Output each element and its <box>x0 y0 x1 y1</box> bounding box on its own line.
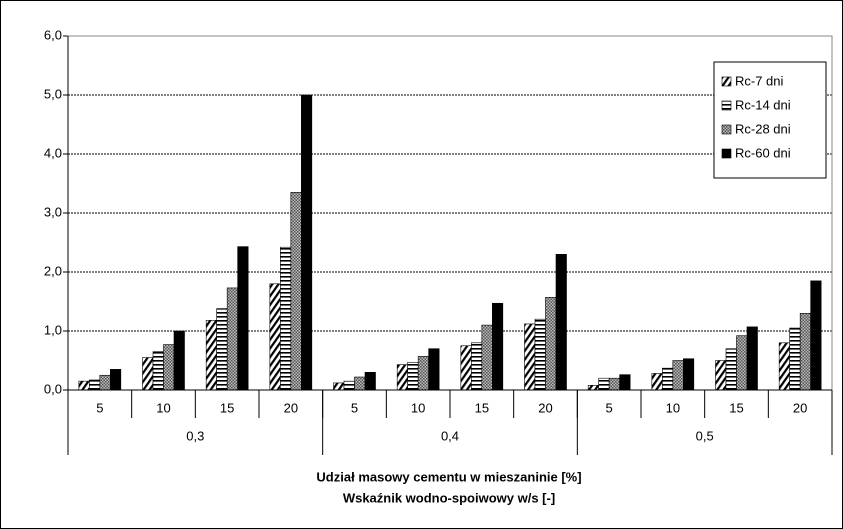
bar <box>789 327 801 391</box>
legend-swatch <box>721 124 732 135</box>
bar <box>492 302 504 391</box>
bar <box>481 324 493 391</box>
bar <box>152 351 164 391</box>
x-tick-label: 5 <box>606 400 613 415</box>
y-tick-label: 0,0 <box>44 381 62 396</box>
group-label: 0,5 <box>696 428 714 443</box>
bar <box>555 254 567 391</box>
bar <box>173 330 185 391</box>
y-tick-label: 6,0 <box>44 27 62 42</box>
x-tick-label: 10 <box>411 400 425 415</box>
bar <box>89 379 101 391</box>
bar <box>237 246 249 391</box>
bar <box>619 374 631 391</box>
bar <box>534 318 546 391</box>
bar <box>280 246 292 391</box>
legend-swatch <box>721 100 732 111</box>
bar <box>407 361 419 391</box>
x-tick-label: 15 <box>220 400 234 415</box>
x-tick-label: 10 <box>666 400 680 415</box>
x-axis-label: Wskaźnik wodno-spoiwowy w/s [-] <box>343 490 555 505</box>
legend-box <box>713 61 827 179</box>
bar <box>662 367 674 391</box>
bar <box>226 287 238 391</box>
y-tick-label: 4,0 <box>44 145 62 160</box>
y-tick-label: 5,0 <box>44 86 62 101</box>
bar <box>78 380 90 391</box>
x-tick-label: 5 <box>351 400 358 415</box>
legend-label: Rc-7 dni <box>735 73 784 88</box>
bar <box>778 342 790 391</box>
bar <box>269 283 281 391</box>
bar <box>343 380 355 391</box>
bar <box>290 192 302 391</box>
legend-label: Rc-14 dni <box>735 97 791 112</box>
bar <box>333 382 345 391</box>
bar <box>545 297 557 391</box>
bar <box>799 312 811 391</box>
bar <box>608 377 620 391</box>
bar <box>524 323 536 391</box>
bar <box>471 342 483 391</box>
bar <box>417 356 429 391</box>
y-tick-label: 2,0 <box>44 263 62 278</box>
x-tick-label: 20 <box>793 400 807 415</box>
y-tick-label: 3,0 <box>44 204 62 219</box>
bar <box>683 358 695 391</box>
bar <box>736 335 748 391</box>
bar <box>142 357 154 391</box>
x-tick-label: 15 <box>475 400 489 415</box>
bar <box>725 348 737 391</box>
legend-swatch <box>721 76 732 87</box>
bar <box>746 326 758 391</box>
x-tick-label: 20 <box>284 400 298 415</box>
bar <box>651 373 663 391</box>
bar <box>364 371 376 391</box>
bar <box>672 360 684 391</box>
x-axis-label: Udział masowy cementu w mieszaninie [%] <box>316 469 581 484</box>
bar <box>715 360 727 391</box>
bar <box>396 364 408 391</box>
group-label: 0,4 <box>441 428 459 443</box>
legend-label: Rc-28 dni <box>735 121 791 136</box>
x-tick-label: 20 <box>538 400 552 415</box>
legend-label: Rc-60 dni <box>735 145 791 160</box>
bar <box>301 94 313 391</box>
bar <box>587 384 599 391</box>
bar <box>810 280 822 391</box>
bar <box>99 374 111 391</box>
x-tick-label: 5 <box>96 400 103 415</box>
bar <box>110 369 122 391</box>
bar <box>163 344 175 391</box>
bar <box>428 348 440 391</box>
bar <box>205 320 217 391</box>
bar <box>354 376 366 391</box>
bar <box>598 377 610 391</box>
legend-swatch <box>721 148 732 159</box>
bar <box>216 308 228 391</box>
bar <box>460 345 472 391</box>
y-tick-label: 1,0 <box>44 322 62 337</box>
x-tick-label: 15 <box>729 400 743 415</box>
group-label: 0,3 <box>186 428 204 443</box>
x-tick-label: 10 <box>156 400 170 415</box>
